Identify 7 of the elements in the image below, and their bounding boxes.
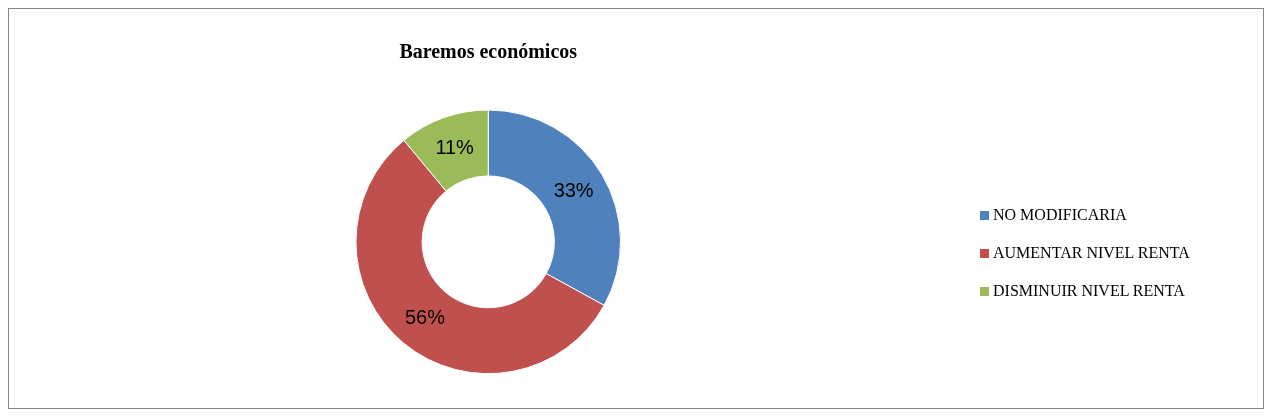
data-label: 33% (553, 179, 594, 201)
chart-title: Baremos económicos (399, 39, 578, 62)
data-label: 11% (435, 136, 474, 159)
data-label: 56% (405, 305, 445, 328)
legend-label: DISMINUIR NIVEL RENTA (993, 282, 1185, 300)
legend-label: NO MODIFICARIA (993, 206, 1127, 224)
legend-label: AUMENTAR NIVEL RENTA (993, 244, 1190, 262)
